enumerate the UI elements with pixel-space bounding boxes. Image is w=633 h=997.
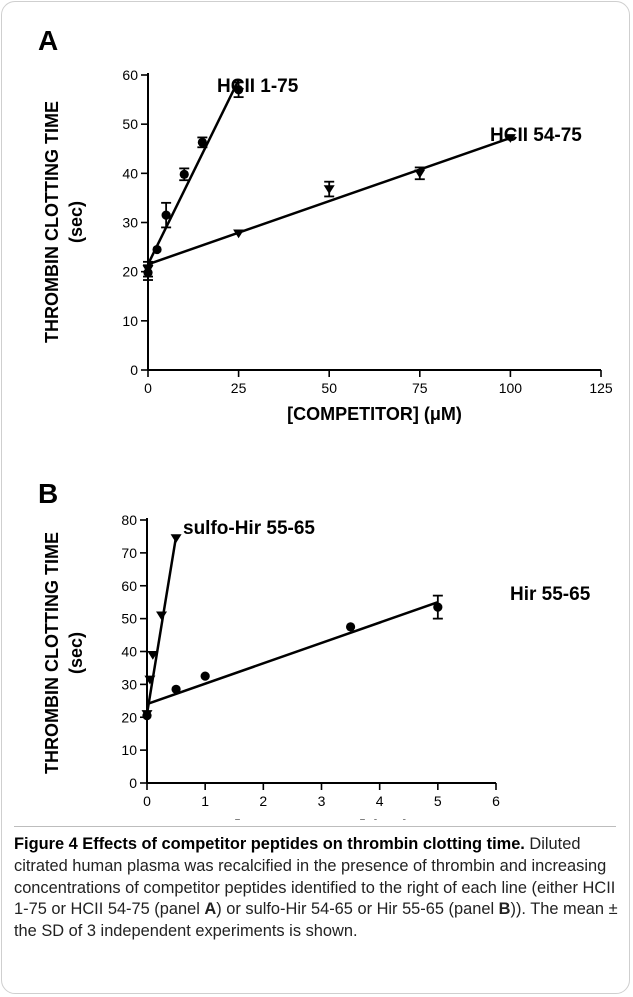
data-point-hcii-1-75 xyxy=(161,210,171,220)
x-axis-title: [COMPETITOR] (μM) xyxy=(287,404,462,424)
x-axis-title: [COMPETITOR] (μM) xyxy=(234,817,409,820)
caption-body-1: Diluted citrated human plasma was recalc… xyxy=(14,835,616,919)
x-tick-label: 4 xyxy=(376,793,384,809)
x-tick-label: 75 xyxy=(412,380,428,396)
y-tick-label: 20 xyxy=(121,709,137,725)
y-tick-label: 30 xyxy=(121,676,137,692)
x-tick-label: 2 xyxy=(259,793,267,809)
x-tick-label: 1 xyxy=(201,793,209,809)
y-tick-label: 50 xyxy=(121,611,137,627)
y-tick-label: 80 xyxy=(121,512,137,528)
caption-body-3: )). The mean ± the SD of 3 independent e… xyxy=(14,900,618,941)
data-point-sulfo-hir-55-65 xyxy=(170,534,182,544)
x-tick-label: 0 xyxy=(144,380,152,396)
data-point-hir-55-65 xyxy=(345,622,356,632)
series-label-hir-55-65: Hir 55-65 xyxy=(510,584,591,605)
data-point-hir-55-65 xyxy=(433,602,443,612)
data-point-hcii-1-75 xyxy=(197,137,207,147)
y-tick-label: 10 xyxy=(122,313,138,329)
data-point-hcii-1-75 xyxy=(179,169,189,179)
x-tick-label: 50 xyxy=(321,380,337,396)
data-point-hir-55-65 xyxy=(200,671,210,681)
caption-panel-a-ref: A xyxy=(204,900,217,919)
chart-panel-b: B 0 10 20 30 40 50 60 70 80 0 1 2 3 4 5 6 THROMBIN CLOTTI… xyxy=(38,478,591,820)
caption-divider xyxy=(14,826,616,827)
panel-label: A xyxy=(38,25,58,56)
y-tick-label: 0 xyxy=(129,775,137,791)
data-point-hcii-1-75 xyxy=(152,244,162,255)
data-point-sulfo-hir-55-65 xyxy=(156,611,168,621)
data-point-sulfo-hir-55-65 xyxy=(147,650,159,660)
x-tick-label: 3 xyxy=(318,793,326,809)
series-label-hcii-54-75: HCII 54-75 xyxy=(490,125,582,146)
y-tick-label: 60 xyxy=(122,67,138,83)
fit-line-hir-55-65 xyxy=(146,601,439,706)
caption-body-2: ) or sulfo-Hir 54-65 or Hir 55-65 (panel xyxy=(216,900,499,919)
fit-line-sulfo-hir-55-65 xyxy=(145,536,178,715)
data-point-hir-55-65 xyxy=(171,684,181,694)
x-tick-label: 25 xyxy=(231,380,247,396)
data-point-hcii-54-75 xyxy=(142,265,154,275)
fit-line-hcii-1-75 xyxy=(146,79,240,265)
series-label-hcii-1-75: HCII 1-75 xyxy=(217,76,299,97)
y-tick-label: 50 xyxy=(122,116,138,132)
data-point-hcii-54-75 xyxy=(414,169,426,179)
data-point-hcii-54-75 xyxy=(233,229,245,239)
data-point-hcii-1-75 xyxy=(234,85,244,95)
x-tick-label: 125 xyxy=(589,380,613,396)
data-point-hcii-54-75 xyxy=(504,134,516,143)
caption-panel-b-ref: B xyxy=(498,900,511,919)
x-tick-label: 100 xyxy=(499,380,523,396)
y-tick-label: 0 xyxy=(130,362,138,378)
y-tick-label: 20 xyxy=(122,264,138,280)
y-tick-label: 10 xyxy=(121,742,137,758)
y-tick-label: 30 xyxy=(122,215,138,231)
caption-title: Figure 4 Effects of competitor peptides … xyxy=(14,835,525,853)
y-axis-title: THROMBIN CLOTTING TIME xyxy=(42,532,62,774)
y-tick-label: 60 xyxy=(121,578,137,594)
x-tick-label: 0 xyxy=(143,793,151,809)
data-point-sulfo-hir-55-65 xyxy=(144,675,156,685)
chart-panel-a: A 0 10 20 30 40 50 60 0 25 50 75 100 125 THROMBIN CLOT… xyxy=(38,25,613,424)
series-label-sulfo-hir-55-65: sulfo-Hir 55-65 xyxy=(183,518,315,539)
figure-caption: Figure 4 Effects of competitor peptides … xyxy=(14,834,620,943)
fit-line-hcii-54-75 xyxy=(147,136,511,266)
y-axis-title-unit: (sec) xyxy=(66,632,86,674)
panel-label: B xyxy=(38,478,58,509)
y-tick-label: 40 xyxy=(122,165,138,181)
data-point-hcii-54-75 xyxy=(323,185,335,195)
x-tick-label: 6 xyxy=(492,793,500,809)
y-tick-label: 70 xyxy=(121,545,137,561)
data-point-hir-55-65 xyxy=(142,711,152,721)
y-axis-title-unit: (sec) xyxy=(66,201,86,243)
y-axis-title: THROMBIN CLOTTING TIME xyxy=(42,101,62,343)
y-tick-label: 40 xyxy=(121,644,137,660)
x-tick-label: 5 xyxy=(434,793,442,809)
